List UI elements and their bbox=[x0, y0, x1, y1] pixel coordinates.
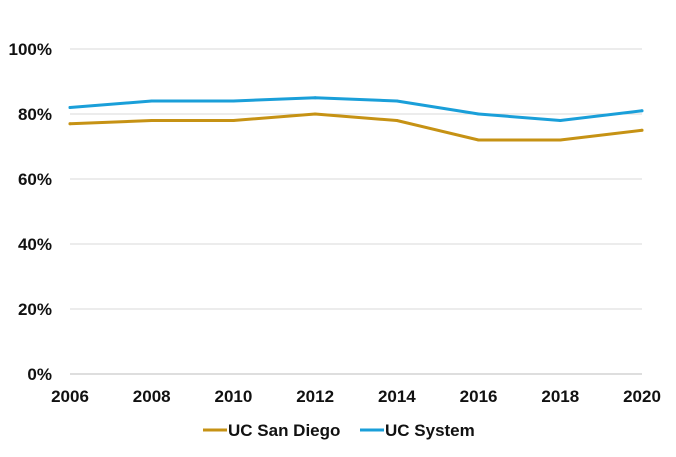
series-lines bbox=[68, 96, 644, 142]
legend-label: UC System bbox=[385, 421, 475, 440]
data-point bbox=[313, 112, 317, 116]
y-tick-label: 60% bbox=[18, 170, 52, 189]
data-point bbox=[640, 128, 644, 132]
data-point bbox=[395, 99, 399, 103]
data-point bbox=[558, 119, 562, 122]
x-tick-label: 2012 bbox=[296, 387, 334, 406]
y-tick-label: 0% bbox=[27, 365, 52, 384]
data-point bbox=[477, 112, 481, 116]
y-axis-tick-labels: 0% 20% 40% 60% 80% 100% bbox=[9, 40, 52, 384]
data-point bbox=[640, 109, 644, 113]
y-tick-label: 40% bbox=[18, 235, 52, 254]
x-tick-label: 2018 bbox=[541, 387, 579, 406]
x-axis-tick-labels: 2006 2008 2010 2012 2014 2016 2018 2020 bbox=[51, 387, 661, 406]
data-point bbox=[68, 106, 72, 109]
data-point bbox=[395, 119, 399, 122]
data-point bbox=[558, 138, 562, 142]
x-tick-label: 2020 bbox=[623, 387, 661, 406]
data-point bbox=[150, 99, 154, 103]
y-tick-label: 80% bbox=[18, 105, 52, 124]
data-point bbox=[477, 138, 481, 142]
x-tick-label: 2008 bbox=[133, 387, 171, 406]
series-line-uc-system bbox=[68, 96, 644, 122]
x-tick-label: 2006 bbox=[51, 387, 89, 406]
data-point bbox=[231, 119, 235, 122]
gridlines bbox=[70, 48, 642, 375]
data-point bbox=[231, 99, 235, 103]
data-point bbox=[68, 122, 72, 126]
series-line-uc-san-diego bbox=[68, 112, 644, 142]
x-tick-label: 2014 bbox=[378, 387, 416, 406]
x-tick-label: 2010 bbox=[215, 387, 253, 406]
data-point bbox=[150, 119, 154, 122]
legend-label: UC San Diego bbox=[228, 421, 340, 440]
data-point bbox=[313, 96, 317, 100]
y-tick-label: 100% bbox=[9, 40, 52, 59]
y-tick-label: 20% bbox=[18, 300, 52, 319]
legend: UC San Diego UC System bbox=[203, 421, 475, 440]
x-tick-label: 2016 bbox=[460, 387, 498, 406]
